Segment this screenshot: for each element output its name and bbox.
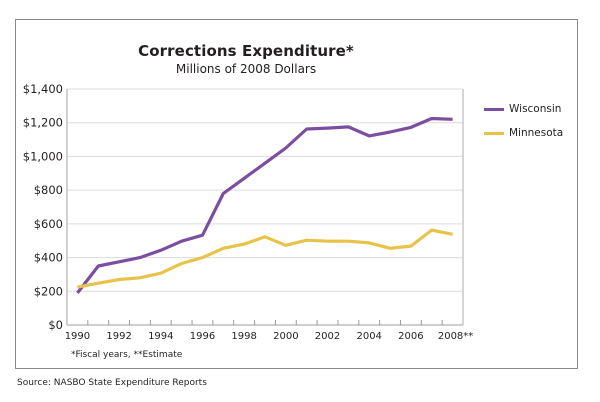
- x-tick-label: 2006: [398, 331, 423, 342]
- y-tick-label: $200: [34, 284, 63, 298]
- y-tick-label: $600: [34, 217, 63, 231]
- x-tick-label: 1998: [231, 331, 256, 342]
- chart-title-text: Corrections Expenditure*: [138, 42, 354, 60]
- x-tick-label: 2008**: [438, 331, 473, 342]
- chart-subtitle: Millions of 2008 Dollars: [0, 62, 600, 76]
- y-tick-label: $1,000: [23, 149, 63, 163]
- x-tick-label: 2004: [356, 331, 381, 342]
- x-axis-ticks: 1990 1992 1994 1996 1998 2000 2002 2004 2006 2008…: [65, 320, 473, 342]
- series-lines: [76, 116, 453, 294]
- legend-item-minnesota: Minnesota: [484, 127, 563, 139]
- y-tick-label: $1,200: [23, 116, 63, 130]
- x-tick-label: 1996: [190, 331, 215, 342]
- y-tick-label: $800: [34, 183, 63, 197]
- legend-swatch-minnesota: [484, 131, 504, 135]
- y-tick-label: $1,400: [23, 82, 63, 96]
- chart-title: Corrections Expenditure*: [0, 42, 600, 60]
- legend-swatch-wisconsin: [484, 107, 504, 111]
- axes: [66, 89, 464, 326]
- series-line-wisconsin: [76, 116, 453, 294]
- series-line-minnesota: [77, 228, 453, 289]
- x-tick-label: 2000: [273, 331, 298, 342]
- chart-frame: [15, 19, 578, 369]
- chart-subtitle-text: Millions of 2008 Dollars: [175, 62, 317, 76]
- legend-label-minnesota: Minnesota: [509, 127, 564, 139]
- footnote: *Fiscal years, **Estimate: [71, 350, 183, 360]
- gridlines: [67, 88, 463, 292]
- y-tick-label: $400: [34, 251, 63, 265]
- x-tick-label: 1992: [106, 331, 131, 342]
- y-tick-label: $0: [48, 318, 63, 332]
- source-note: Source: NASBO State Expenditure Reports: [17, 378, 207, 388]
- legend-label-wisconsin: Wisconsin: [509, 103, 562, 115]
- x-tick-label: 2002: [315, 331, 340, 342]
- legend-item-wisconsin: Wisconsin: [484, 103, 561, 115]
- x-tick-label: 1994: [148, 331, 173, 342]
- y-axis-tick-labels: $0 $200 $400 $600 $800 $1,000 $1,200 $1,400: [23, 82, 63, 332]
- x-tick-label: 1990: [65, 331, 90, 342]
